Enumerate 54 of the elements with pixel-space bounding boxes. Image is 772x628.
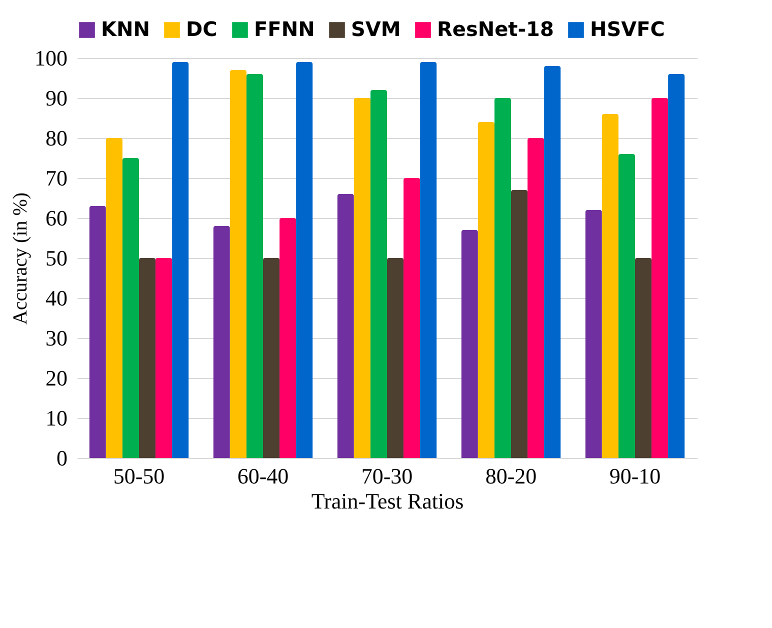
bar	[106, 138, 122, 458]
bar	[122, 158, 139, 458]
bar	[404, 178, 420, 458]
y-tick-label: 70	[46, 166, 68, 190]
y-tick-label: 40	[46, 286, 68, 310]
x-tick-label: 90-10	[609, 464, 661, 488]
y-axis-title: Accuracy (in %)	[10, 192, 32, 325]
legend-label: HSVFC	[590, 17, 665, 41]
legend-label: DC	[186, 17, 218, 41]
bar	[280, 218, 296, 458]
legend-label: SVM	[351, 17, 401, 41]
bar	[246, 74, 263, 458]
bar	[511, 190, 528, 458]
bar	[296, 62, 313, 458]
bar	[370, 90, 387, 458]
bar	[213, 226, 230, 458]
legend-label: FFNN	[254, 17, 315, 41]
x-tick-label: 80-20	[485, 464, 537, 488]
bar	[230, 70, 246, 458]
y-tick-label: 30	[46, 326, 68, 350]
x-tick-label: 70-30	[361, 464, 413, 488]
bar	[387, 258, 404, 458]
y-tick-label: 80	[46, 126, 68, 150]
bar	[652, 98, 668, 458]
legend-label: ResNet-18	[437, 17, 554, 41]
bar	[528, 138, 544, 458]
legend-label: KNN	[101, 17, 150, 41]
bar	[337, 194, 354, 458]
bar	[89, 206, 106, 458]
x-axis-title: Train-Test Ratios	[311, 488, 464, 514]
bar	[602, 114, 618, 458]
bar	[635, 258, 652, 458]
y-tick-label: 20	[46, 366, 68, 390]
bar	[478, 122, 494, 458]
y-tick-label: 100	[34, 46, 68, 70]
bar	[544, 66, 561, 458]
y-tick-label: 50	[46, 246, 68, 270]
bar	[668, 74, 685, 458]
bar	[263, 258, 280, 458]
y-tick-label: 90	[46, 86, 68, 110]
bar	[618, 154, 635, 458]
bar	[172, 62, 189, 458]
bar	[156, 258, 172, 458]
x-tick-label: 60-40	[237, 464, 289, 488]
bar	[585, 210, 602, 458]
y-tick-label: 10	[46, 406, 68, 430]
y-tick-label: 0	[56, 446, 68, 470]
x-tick-label: 50-50	[113, 464, 165, 488]
bar	[139, 258, 156, 458]
bar	[420, 62, 437, 458]
bar	[354, 98, 370, 458]
bar	[494, 98, 511, 458]
bar	[461, 230, 478, 458]
y-tick-label: 60	[46, 206, 68, 230]
